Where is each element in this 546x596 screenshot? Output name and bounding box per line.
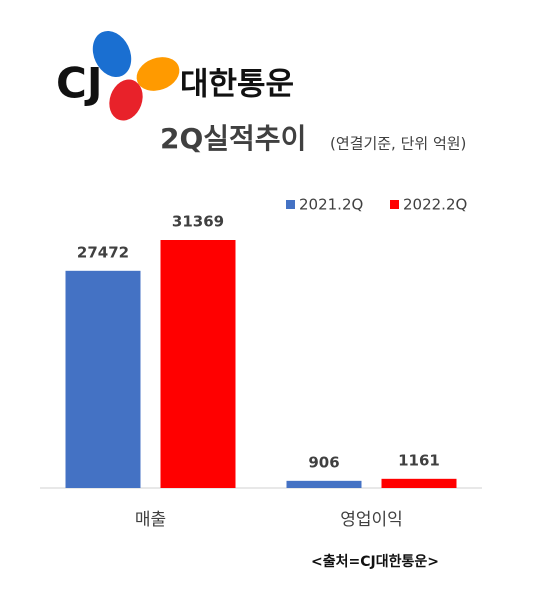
legend-swatch [286, 200, 295, 209]
value-label: 1161 [398, 451, 440, 469]
chart-subtitle: (연결기준, 단위 억원) [330, 135, 466, 153]
logo-petal [109, 79, 143, 121]
logo-text: CJ [56, 59, 102, 108]
x-tick-label: 영업이익 [340, 510, 403, 530]
value-label: 31369 [172, 213, 224, 231]
bar [286, 480, 362, 488]
logo-petal [92, 30, 132, 78]
chart-title: 2Q실적추이 [160, 122, 306, 155]
source: <출처=CJ대한통운> [311, 553, 439, 570]
bar [381, 478, 457, 488]
logo-petal [136, 57, 180, 91]
value-label: 906 [308, 453, 339, 471]
company-name: 대한통운 [180, 67, 294, 103]
bar [65, 270, 141, 488]
legend-swatch [390, 200, 399, 209]
bar [160, 240, 236, 488]
x-tick-label: 매출 [135, 510, 166, 530]
value-label: 27472 [77, 243, 129, 261]
legend-label: 2022.2Q [403, 196, 467, 214]
legend-label: 2021.2Q [299, 196, 363, 214]
